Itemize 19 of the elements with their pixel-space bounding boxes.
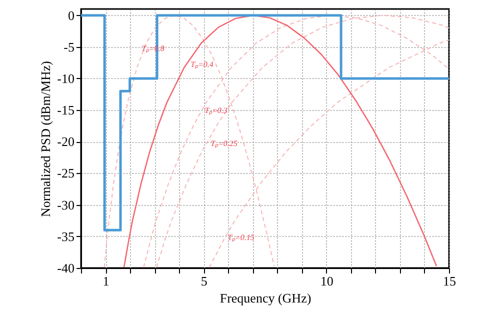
annotation: Tₚ=0.3 (204, 106, 228, 115)
annotation: Tₚ=0.25 (210, 139, 238, 148)
y-tick-label: -10 (57, 70, 74, 86)
y-axis-title: Normalized PSD (dBm/MHz) (38, 61, 54, 217)
y-tick-label: -20 (57, 134, 74, 150)
y-tick-label: -15 (57, 102, 74, 118)
y-tick-label: -25 (57, 166, 74, 181)
x-tick-label: 1 (102, 274, 110, 288)
x-tick-label: 10 (320, 274, 334, 288)
annotation: Tₚ=0.15 (228, 233, 254, 242)
x-tick-label: 5 (200, 274, 208, 288)
y-tick-label: -5 (64, 39, 74, 54)
x-axis-title: Frequency (GHz) (220, 290, 312, 306)
y-tick-label: -30 (57, 197, 74, 212)
y-tick-label: -40 (57, 260, 74, 276)
y-tick-label: -35 (57, 228, 74, 244)
x-tick-label: 15 (443, 274, 456, 288)
annotation: Tₚ=0.4 (190, 60, 214, 69)
y-tick-label: 0 (68, 8, 74, 23)
